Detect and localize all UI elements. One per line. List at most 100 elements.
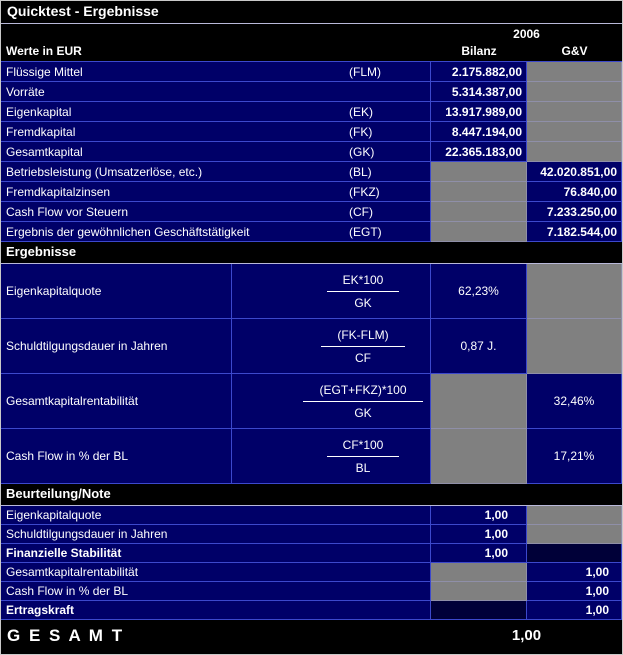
ratio-label: Eigenkapitalquote [1, 264, 231, 319]
ratio-value-guv[interactable]: 17,21% [527, 429, 622, 484]
bilanz-cell[interactable]: 22.365.183,00 [431, 142, 527, 162]
note-label-cell: Ertragskraft [1, 601, 431, 620]
row-label: Ergebnis der gewöhnlichen Geschäftstätig… [6, 224, 250, 239]
table-row: Fremdkapitalzinsen (FKZ) 76.840,00 [1, 182, 622, 202]
row-code: (EK) [349, 104, 373, 119]
table-row: Betriebsleistung (Umsatzerlöse, etc.) (B… [1, 162, 622, 182]
note-label-cell: Finanzielle Stabilität [1, 544, 431, 563]
note-row: Cash Flow in % der BL 1,00 [1, 582, 622, 601]
note-value-bilanz[interactable]: 1,00 [431, 525, 527, 544]
fraction: (FK-FLM) CF [321, 328, 405, 365]
ratio-formula: (FK-FLM) CF [231, 319, 431, 374]
ratio-formula: (EGT+FKZ)*100 GK [231, 374, 431, 429]
ratio-value-bilanz[interactable]: 62,23% [431, 264, 527, 319]
ratio-denominator: BL [355, 460, 371, 475]
year-header: 2006 [513, 27, 540, 41]
table-row: Ergebnis der gewöhnlichen Geschäftstätig… [1, 222, 622, 242]
total-label: G E S A M T [7, 626, 125, 645]
note-label-cell: Eigenkapitalquote [1, 506, 431, 525]
note-value-guv [527, 506, 622, 525]
section-header-ergebnisse: Ergebnisse [1, 242, 622, 264]
note-row: Eigenkapitalquote 1,00 [1, 506, 622, 525]
row-code: (CF) [349, 204, 373, 219]
table-row: Cash Flow vor Steuern (CF) 7.233.250,00 [1, 202, 622, 222]
note-value-guv[interactable]: 1,00 [527, 582, 622, 601]
ratio-value-guv[interactable]: 32,46% [527, 374, 622, 429]
bilanz-cell[interactable]: 8.447.194,00 [431, 122, 527, 142]
ratio-value-guv [527, 319, 622, 374]
note-value-bilanz[interactable]: 1,00 [431, 506, 527, 525]
row-label-cell: Flüssige Mittel (FLM) [1, 62, 431, 82]
ratio-label: Gesamtkapitalrentabilität [1, 374, 231, 429]
note-value-guv [527, 544, 622, 563]
column-header-werte: Werte in EUR [6, 44, 82, 58]
ratio-denominator: GK [354, 295, 372, 310]
total-value[interactable]: 1,00 [511, 627, 542, 644]
ratio-denominator: GK [354, 405, 372, 420]
bilanz-cell[interactable]: 5.314.387,00 [431, 82, 527, 102]
note-label: Finanzielle Stabilität [6, 546, 122, 560]
row-code: (EGT) [349, 224, 382, 239]
note-value-guv[interactable]: 1,00 [527, 601, 622, 620]
row-label-cell: Eigenkapital (EK) [1, 102, 431, 122]
table-row: Vorräte 5.314.387,00 [1, 82, 622, 102]
guv-cell [527, 122, 622, 142]
row-code: (GK) [349, 144, 375, 159]
guv-cell[interactable]: 7.233.250,00 [527, 202, 622, 222]
ratio-denominator: CF [354, 350, 371, 365]
fraction: CF*100 BL [326, 438, 400, 475]
row-label-cell: Vorräte [1, 82, 431, 102]
note-value-bilanz[interactable]: 1,00 [431, 544, 527, 563]
row-label: Eigenkapital [6, 104, 72, 119]
row-label-cell: Ergebnis der gewöhnlichen Geschäftstätig… [1, 222, 431, 242]
ratio-numerator: CF*100 [326, 438, 400, 457]
fraction: EK*100 GK [326, 273, 400, 310]
note-label: Ertragskraft [6, 603, 75, 617]
guv-cell [527, 102, 622, 122]
row-label-cell: Gesamtkapital (GK) [1, 142, 431, 162]
column-header-bilanz: Bilanz [461, 44, 497, 58]
table-row: Flüssige Mittel (FLM) 2.175.882,00 [1, 62, 622, 82]
row-code: (FLM) [349, 64, 381, 79]
row-label: Flüssige Mittel [6, 64, 83, 79]
ratio-label: Schuldtilgungsdauer in Jahren [1, 319, 231, 374]
ratio-numerator: (FK-FLM) [321, 328, 405, 347]
note-label: Cash Flow in % der BL [6, 584, 129, 598]
ratio-row: Cash Flow in % der BL CF*100 BL 17,21% [1, 429, 622, 484]
note-label: Eigenkapitalquote [6, 508, 102, 522]
note-row: Gesamtkapitalrentabilität 1,00 [1, 563, 622, 582]
bilanz-cell[interactable]: 13.917.989,00 [431, 102, 527, 122]
row-label-cell: Fremdkapitalzinsen (FKZ) [1, 182, 431, 202]
note-value-guv[interactable]: 1,00 [527, 563, 622, 582]
note-value-guv [527, 525, 622, 544]
bilanz-cell [431, 202, 527, 222]
ratio-row: Schuldtilgungsdauer in Jahren (FK-FLM) C… [1, 319, 622, 374]
fraction: (EGT+FKZ)*100 GK [303, 383, 423, 420]
table-row: Fremdkapital (FK) 8.447.194,00 [1, 122, 622, 142]
ratio-value-bilanz [431, 429, 527, 484]
note-value-bilanz [431, 563, 527, 582]
bilanz-cell[interactable]: 2.175.882,00 [431, 62, 527, 82]
note-label-cell: Cash Flow in % der BL [1, 582, 431, 601]
note-value-bilanz [431, 582, 527, 601]
ratio-formula: CF*100 BL [231, 429, 431, 484]
guv-cell[interactable]: 42.020.851,00 [527, 162, 622, 182]
table-row: Eigenkapital (EK) 13.917.989,00 [1, 102, 622, 122]
bilanz-cell [431, 222, 527, 242]
section-header-beurteilung: Beurteilung/Note [1, 484, 622, 506]
row-label-cell: Fremdkapital (FK) [1, 122, 431, 142]
guv-cell[interactable]: 7.182.544,00 [527, 222, 622, 242]
ratio-row: Gesamtkapitalrentabilität (EGT+FKZ)*100 … [1, 374, 622, 429]
row-label: Fremdkapital [6, 124, 76, 139]
ratio-value-guv [527, 264, 622, 319]
guv-cell [527, 142, 622, 162]
ratio-numerator: (EGT+FKZ)*100 [303, 383, 423, 402]
row-label: Vorräte [6, 84, 45, 99]
row-label: Fremdkapitalzinsen [6, 184, 111, 199]
guv-cell [527, 82, 622, 102]
note-label-cell: Gesamtkapitalrentabilität [1, 563, 431, 582]
guv-cell[interactable]: 76.840,00 [527, 182, 622, 202]
row-code: (BL) [349, 164, 372, 179]
ratio-value-bilanz[interactable]: 0,87 J. [431, 319, 527, 374]
